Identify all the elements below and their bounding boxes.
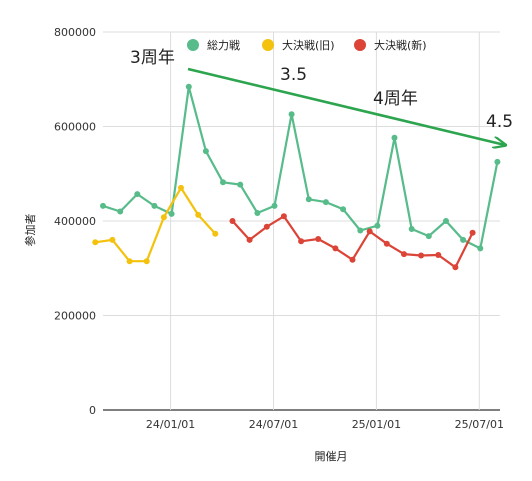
annotation-3rd-anniversary: 3周年 bbox=[130, 48, 175, 68]
data-point bbox=[246, 236, 253, 243]
y-tick-label: 800000 bbox=[54, 26, 96, 39]
data-point bbox=[443, 218, 449, 224]
annotations: 3周年 3.5 4周年 4.5 bbox=[130, 48, 513, 145]
data-point bbox=[92, 239, 99, 246]
data-point bbox=[134, 191, 141, 198]
data-point bbox=[263, 223, 270, 230]
legend-label-sogo: 総力戦 bbox=[207, 38, 240, 52]
data-point bbox=[229, 218, 236, 224]
data-point bbox=[117, 208, 124, 215]
data-point bbox=[357, 227, 364, 234]
series-line bbox=[102, 85, 499, 250]
data-point bbox=[151, 202, 158, 209]
data-point bbox=[332, 245, 339, 252]
x-tick-label: 25/07/01 bbox=[455, 418, 504, 431]
trend-arrow bbox=[187, 67, 505, 145]
data-point bbox=[408, 226, 415, 232]
annotation-4th-anniversary: 4周年 bbox=[373, 89, 418, 109]
legend-label-new: 大決戦(新) bbox=[374, 38, 427, 52]
y-tick-label: 400000 bbox=[54, 215, 96, 228]
x-tick-label: 25/01/01 bbox=[352, 418, 401, 431]
y-tick-label: 200000 bbox=[54, 310, 96, 323]
series-line bbox=[95, 186, 217, 263]
data-point bbox=[100, 202, 106, 209]
data-point bbox=[220, 179, 226, 186]
data-point bbox=[494, 158, 501, 165]
legend-marker-new bbox=[354, 39, 366, 51]
data-point bbox=[160, 214, 167, 221]
series-1 bbox=[92, 184, 219, 265]
y-tick-label: 600000 bbox=[54, 121, 96, 134]
data-point bbox=[271, 202, 278, 209]
data-point bbox=[305, 196, 312, 203]
data-point bbox=[143, 258, 150, 265]
legend-item-new: 大決戦(新) bbox=[354, 38, 427, 52]
data-point bbox=[391, 134, 398, 141]
x-tick-label: 24/07/01 bbox=[249, 418, 298, 431]
data-point bbox=[349, 256, 356, 263]
x-axis-title: 開催月 bbox=[315, 449, 348, 463]
data-point bbox=[195, 211, 202, 218]
data-point bbox=[280, 213, 287, 220]
legend-label-old: 大決戦(旧) bbox=[282, 38, 335, 52]
annotation-4-5: 4.5 bbox=[486, 112, 513, 132]
data-point bbox=[374, 222, 381, 229]
data-point bbox=[185, 83, 192, 90]
data-point bbox=[469, 229, 476, 236]
data-point bbox=[366, 228, 373, 235]
data-point bbox=[202, 148, 209, 155]
y-axis-title: 参加者 bbox=[23, 214, 37, 247]
legend: 総力戦 大決戦(旧) 大決戦(新) bbox=[187, 38, 427, 52]
data-point bbox=[254, 210, 261, 216]
x-tick-label: 24/01/01 bbox=[146, 418, 195, 431]
data-point bbox=[460, 236, 467, 243]
data-point bbox=[435, 252, 442, 258]
y-tick-label: 0 bbox=[89, 404, 96, 417]
data-point bbox=[237, 181, 244, 188]
grid-lines bbox=[103, 31, 500, 411]
data-point bbox=[425, 233, 432, 240]
data-point bbox=[322, 199, 329, 206]
data-point bbox=[383, 240, 390, 247]
data-point bbox=[168, 210, 175, 217]
data-point bbox=[340, 206, 347, 213]
legend-item-old: 大決戦(旧) bbox=[262, 38, 335, 52]
data-point bbox=[178, 184, 184, 191]
data-point bbox=[418, 252, 425, 259]
series-layer bbox=[92, 83, 501, 271]
data-point bbox=[109, 236, 116, 243]
series-0 bbox=[100, 83, 501, 252]
data-point bbox=[477, 245, 484, 252]
legend-item-sogo: 総力戦 bbox=[187, 38, 240, 52]
data-point bbox=[126, 258, 133, 265]
data-point bbox=[452, 264, 459, 271]
legend-marker-old bbox=[262, 39, 274, 51]
data-point bbox=[212, 230, 219, 237]
data-point bbox=[401, 251, 407, 258]
annotation-3-5: 3.5 bbox=[280, 65, 307, 85]
data-point bbox=[298, 238, 305, 245]
axes: 0 200000 400000 600000 800000 24/01/01 24/07/0… bbox=[54, 26, 504, 431]
data-point bbox=[315, 236, 322, 242]
data-point bbox=[288, 111, 295, 118]
series-2 bbox=[229, 213, 476, 271]
legend-marker-sogo bbox=[187, 39, 199, 51]
